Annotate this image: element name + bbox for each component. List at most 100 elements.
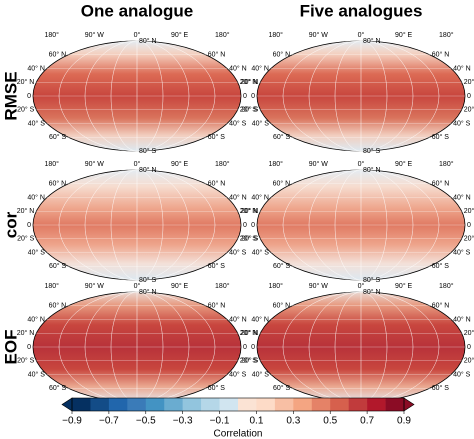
lat-label: 40° N <box>27 193 45 201</box>
lat-label: 80° S <box>139 276 157 284</box>
lat-label: 60° S <box>432 384 450 392</box>
lat-label: 40° N <box>453 315 471 323</box>
lat-label: 80° S <box>363 276 381 284</box>
colorbar-tick-label: 0.1 <box>249 416 263 427</box>
lat-label: 80° S <box>363 147 381 155</box>
lat-label: 20° N <box>17 207 35 215</box>
colorbar-segment <box>182 398 202 411</box>
colorbar-segment <box>108 398 128 411</box>
lat-label: 0 <box>27 93 31 100</box>
lat-label: 40° S <box>453 370 471 378</box>
colorbar-segment <box>127 398 147 411</box>
graticule <box>58 40 216 152</box>
colorbar-tick-label: 0.7 <box>360 416 374 427</box>
colorbar-frame <box>71 397 405 412</box>
lat-label: 80° N <box>139 288 157 296</box>
colorbar-tick-label: −0.1 <box>210 416 230 427</box>
lat-label: 0 <box>251 222 255 229</box>
lat-label: 20° S <box>17 235 35 243</box>
lon-label: 90° E <box>171 282 189 290</box>
colorbar-segment <box>256 398 276 411</box>
lat-label: 40° S <box>229 370 247 378</box>
lat-label: 40° N <box>453 193 471 201</box>
lon-label: 180° <box>44 31 59 39</box>
lon-label: 90° W <box>85 282 105 290</box>
lat-label: 60° N <box>208 180 226 188</box>
colorbar-segment <box>274 398 294 411</box>
lat-label: 60° S <box>208 384 226 392</box>
lon-label: 0° <box>134 282 141 290</box>
colorbar-segment <box>164 398 183 411</box>
lat-label: 60° S <box>273 262 291 270</box>
lat-label: 60° N <box>273 302 291 310</box>
lat-label: 20° N <box>241 329 259 337</box>
colorbar-extend <box>403 397 415 412</box>
lat-label: 60° S <box>208 262 226 270</box>
lat-label: 20° S <box>464 235 474 243</box>
colorbar-segment <box>72 398 91 411</box>
lat-label: 20° N <box>17 329 35 337</box>
lon-label: 0° <box>358 31 365 39</box>
lat-label: 60° S <box>273 384 291 392</box>
lat-label: 60° N <box>49 302 67 310</box>
lat-label: 60° S <box>208 133 226 141</box>
lat-label: 40° S <box>28 119 46 127</box>
lat-label: 40° S <box>229 119 247 127</box>
lat-label: 40° S <box>252 248 270 256</box>
lat-label: 0 <box>467 344 471 351</box>
colorbar-segment <box>385 398 405 411</box>
lat-label: 20° S <box>241 235 259 243</box>
lat-label: 20° N <box>464 78 474 86</box>
map-panel: 180° 90° W 0° 90° E 180°80° N60° N60° N40° N… <box>241 282 474 406</box>
lat-label: 20° N <box>240 207 258 215</box>
lat-label: 40° S <box>229 248 247 256</box>
lat-label: 60° N <box>432 180 450 188</box>
lon-label: 180° <box>215 282 230 290</box>
lat-label: 0 <box>251 93 255 100</box>
map-panel: 180° 90° W 0° 90° E 180°80° N60° N60° N40° N… <box>241 31 474 155</box>
lat-label: 40° S <box>453 119 471 127</box>
lat-label: 60° N <box>208 302 226 310</box>
lat-label: 80° N <box>363 288 381 296</box>
lat-label: 40° N <box>251 193 269 201</box>
lat-label: 20° S <box>464 106 474 114</box>
lon-label: 180° <box>439 282 454 290</box>
colorbar-segment <box>330 398 349 411</box>
lat-label: 80° N <box>139 166 157 174</box>
lon-label: 0° <box>134 31 141 39</box>
row-label: cor <box>1 211 20 238</box>
lat-label: 0 <box>251 344 255 351</box>
lat-label: 40° N <box>229 315 247 323</box>
colorbar-tick-label: −0.5 <box>136 416 156 427</box>
lat-label: 60° N <box>273 180 291 188</box>
lat-label: 20° N <box>464 207 474 215</box>
lat-label: 40° S <box>252 119 270 127</box>
lat-label: 40° S <box>28 370 46 378</box>
lon-label: 180° <box>215 160 230 168</box>
lat-label: 80° S <box>139 147 157 155</box>
row-label: RMSE <box>1 71 20 120</box>
lon-label: 90° W <box>85 160 105 168</box>
lat-label: 40° S <box>453 248 471 256</box>
colorbar-tick-label: 0.9 <box>397 416 411 427</box>
lat-label: 0 <box>467 93 471 100</box>
lon-label: 90° W <box>309 282 329 290</box>
lat-label: 60° S <box>49 384 67 392</box>
lat-label: 60° S <box>432 133 450 141</box>
lat-label: 20° S <box>240 357 258 365</box>
lon-label: 180° <box>268 160 283 168</box>
lat-label: 20° N <box>240 329 258 337</box>
lon-label: 90° E <box>395 160 413 168</box>
lon-label: 90° E <box>171 160 189 168</box>
lat-label: 60° N <box>432 302 450 310</box>
colorbar-segment <box>90 398 110 411</box>
colorbar-tick-label: −0.3 <box>173 416 193 427</box>
lat-label: 40° N <box>453 64 471 72</box>
lon-label: 180° <box>44 282 59 290</box>
lat-label: 0 <box>467 222 471 229</box>
lat-label: 80° N <box>363 166 381 174</box>
colorbar-segment <box>348 398 368 411</box>
lat-label: 40° N <box>27 315 45 323</box>
colorbar-segment <box>238 398 257 411</box>
